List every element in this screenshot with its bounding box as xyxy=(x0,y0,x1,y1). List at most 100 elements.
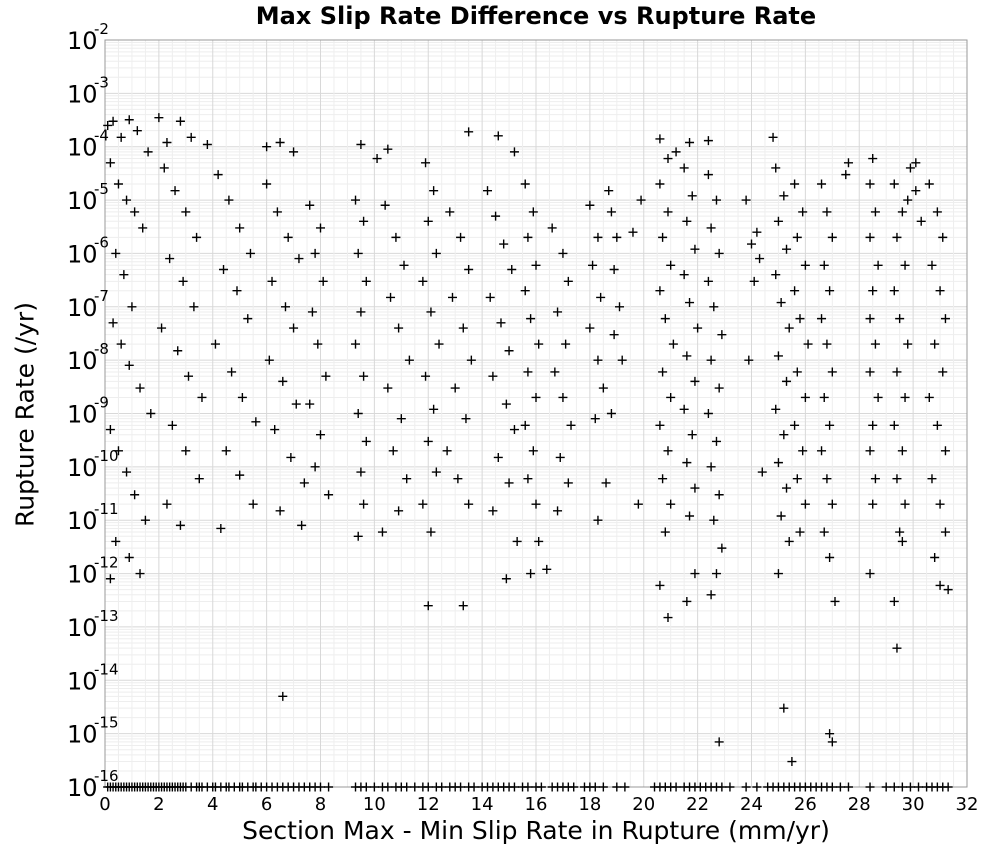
data-point xyxy=(426,307,436,317)
data-point xyxy=(749,276,759,286)
y-tick-labels: 10-210-310-410-510-610-710-810-910-1010-… xyxy=(67,20,119,802)
data-point xyxy=(932,420,942,430)
data-point xyxy=(316,223,325,233)
data-point xyxy=(154,113,164,123)
svg-text:10: 10 xyxy=(67,561,98,589)
y-axis-label: Rupture Rate (/yr) xyxy=(10,302,40,527)
svg-text:10: 10 xyxy=(67,454,98,482)
data-point xyxy=(633,499,643,509)
data-point xyxy=(609,264,619,274)
data-point xyxy=(636,195,646,205)
data-point xyxy=(280,302,290,312)
x-tick-label: 32 xyxy=(956,794,979,815)
data-point xyxy=(741,782,751,792)
data-point xyxy=(679,270,689,280)
data-point xyxy=(889,420,899,430)
data-point xyxy=(687,191,697,201)
data-point xyxy=(744,355,754,365)
svg-text:-5: -5 xyxy=(94,180,109,198)
data-point xyxy=(903,339,913,349)
data-point xyxy=(706,223,716,233)
svg-text:10: 10 xyxy=(67,774,98,802)
data-point xyxy=(297,520,307,530)
data-point xyxy=(682,351,692,361)
data-point xyxy=(825,729,835,739)
data-point xyxy=(418,276,428,286)
svg-text:10: 10 xyxy=(67,401,98,429)
data-point xyxy=(868,420,878,430)
data-point xyxy=(138,223,148,233)
data-point xyxy=(194,474,204,484)
data-point xyxy=(399,260,409,270)
data-point xyxy=(157,323,167,333)
data-point xyxy=(262,179,272,189)
data-point xyxy=(536,782,546,792)
data-point xyxy=(555,452,565,462)
data-point xyxy=(714,490,724,500)
svg-text:-15: -15 xyxy=(94,714,119,732)
data-point xyxy=(558,392,568,402)
svg-text:-7: -7 xyxy=(94,287,109,305)
data-point xyxy=(865,367,875,377)
data-point xyxy=(404,355,414,365)
data-point xyxy=(359,499,369,509)
data-point xyxy=(827,367,837,377)
data-point xyxy=(615,302,625,312)
y-tick-label: 10-7 xyxy=(67,287,109,322)
data-point xyxy=(105,574,115,584)
data-point xyxy=(817,314,827,324)
data-point xyxy=(132,126,142,136)
y-tick-label: 10-5 xyxy=(67,180,109,215)
data-point xyxy=(752,227,762,237)
data-point xyxy=(383,383,393,393)
data-point xyxy=(830,596,840,606)
data-point xyxy=(504,346,514,356)
data-point xyxy=(528,446,538,456)
y-tick-label: 10-14 xyxy=(67,660,119,695)
data-point xyxy=(717,330,727,340)
data-point xyxy=(585,323,595,333)
svg-text:-3: -3 xyxy=(94,73,109,91)
data-point xyxy=(197,392,207,402)
data-point xyxy=(671,147,681,157)
data-point xyxy=(351,339,361,349)
data-point xyxy=(609,330,619,340)
data-point xyxy=(655,580,665,590)
data-point xyxy=(784,536,794,546)
data-point xyxy=(307,307,317,317)
data-point xyxy=(526,569,536,579)
data-point xyxy=(146,409,156,418)
data-point xyxy=(935,580,945,590)
data-point xyxy=(593,355,603,365)
x-tick-label: 0 xyxy=(99,794,110,815)
data-point xyxy=(361,436,371,446)
data-point xyxy=(192,232,202,242)
data-point xyxy=(930,553,940,563)
x-tick-label: 8 xyxy=(315,794,326,815)
data-point xyxy=(843,782,853,792)
y-tick-label: 10-2 xyxy=(67,20,109,55)
data-point xyxy=(827,737,837,747)
data-point xyxy=(663,446,673,456)
y-tick-label: 10-10 xyxy=(67,447,119,482)
data-point xyxy=(423,216,433,226)
x-tick-label: 24 xyxy=(740,794,763,815)
data-point xyxy=(666,260,676,270)
data-point xyxy=(553,506,563,516)
data-point xyxy=(248,499,258,509)
data-point xyxy=(488,371,498,381)
data-point xyxy=(523,782,533,792)
x-tick-label: 18 xyxy=(578,794,601,815)
data-point xyxy=(690,376,700,386)
data-point xyxy=(173,346,183,356)
data-point xyxy=(800,260,810,270)
data-point xyxy=(827,782,837,792)
data-point xyxy=(604,186,614,196)
data-point xyxy=(450,383,460,393)
data-point xyxy=(178,276,188,286)
data-point xyxy=(911,158,921,168)
data-point xyxy=(703,276,713,286)
data-point xyxy=(905,782,915,792)
data-point xyxy=(456,782,466,792)
svg-text:10: 10 xyxy=(67,294,98,322)
